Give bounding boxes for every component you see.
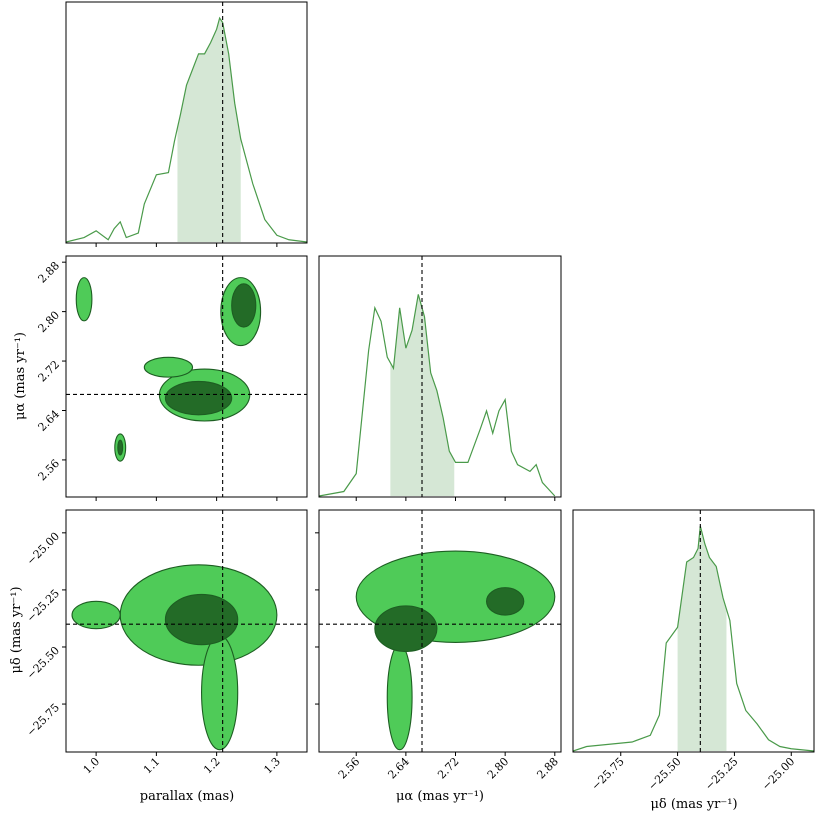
x-tick-label-0-3: 1.3 — [261, 755, 283, 777]
contour-inner-21-3 — [485, 587, 525, 616]
panel-frame-22 — [572, 509, 815, 753]
x-tick-label-2-0: −25.75 — [589, 755, 627, 793]
contour-inner-10-6 — [164, 380, 233, 416]
y-tick-label-2-2: −25.25 — [24, 587, 62, 625]
x-tick-label-0-2: 1.2 — [201, 755, 223, 777]
y-tick-label-2-3: −25.00 — [24, 530, 62, 568]
contour-outer-10-3 — [75, 277, 93, 322]
marginal-density-line-2 — [573, 525, 814, 752]
x-tick-label-1-0: 2.56 — [336, 755, 363, 782]
contour-inner-10-5 — [231, 283, 257, 328]
y-tick-label-2-0: −25.75 — [24, 701, 62, 739]
joint-panel-10 — [66, 256, 307, 497]
panel-frame-21 — [318, 509, 562, 753]
contour-inner-20-3 — [164, 593, 239, 646]
xlabel-mu-delta: μδ (mas yr⁻¹) — [650, 797, 737, 812]
x-tick-label-1-4: 2.88 — [534, 755, 561, 782]
credible-interval-shade-1 — [390, 294, 455, 496]
contour-outer-20-2 — [71, 600, 121, 630]
x-tick-label-2-2: −25.25 — [703, 755, 741, 793]
x-tick-label-1-3: 2.80 — [485, 755, 512, 782]
xlabel-mu-alpha: μα (mas yr⁻¹) — [396, 789, 484, 804]
y-tick-label-1-4: 2.88 — [36, 259, 63, 286]
contour-inner-10-7 — [117, 439, 124, 456]
contour-inner-21-2 — [374, 605, 438, 653]
x-tick-label-1-1: 2.64 — [385, 755, 412, 782]
joint-panel-21 — [319, 510, 561, 752]
panel-frame-00 — [65, 1, 308, 244]
credible-interval-shade-0 — [177, 18, 241, 242]
panel-frame-10 — [65, 255, 308, 498]
marginal-panel-2 — [573, 510, 814, 752]
panel-frame-11 — [318, 255, 562, 498]
xlabel-parallax: parallax (mas) — [140, 789, 234, 804]
y-tick-label-2-1: −25.50 — [24, 644, 62, 682]
panel-frame-20 — [65, 509, 308, 753]
y-tick-label-1-2: 2.72 — [36, 358, 63, 385]
x-tick-label-2-3: −25.00 — [759, 755, 797, 793]
ylabel-mu-delta: μδ (mas yr⁻¹) — [9, 586, 24, 673]
contour-outer-21-1 — [386, 644, 413, 751]
contour-outer-20-1 — [201, 635, 239, 751]
x-tick-label-2-1: −25.50 — [646, 755, 684, 793]
joint-panel-20 — [66, 510, 307, 752]
y-tick-label-1-1: 2.64 — [36, 407, 63, 434]
marginal-density-line-1 — [319, 294, 556, 497]
marginal-density-line-0 — [66, 16, 307, 243]
x-tick-label-0-0: 1.0 — [81, 755, 103, 777]
marginal-panel-1 — [319, 256, 556, 497]
x-tick-label-0-1: 1.1 — [141, 755, 163, 777]
credible-interval-shade-2 — [677, 526, 727, 751]
ylabel-mu-alpha: μα (mas yr⁻¹) — [13, 332, 28, 420]
y-tick-label-1-3: 2.80 — [36, 309, 63, 336]
contour-outer-10-2 — [143, 356, 194, 378]
marginal-panel-0 — [66, 2, 307, 243]
y-tick-label-1-0: 2.56 — [36, 457, 63, 484]
x-tick-label-1-2: 2.72 — [435, 755, 462, 782]
